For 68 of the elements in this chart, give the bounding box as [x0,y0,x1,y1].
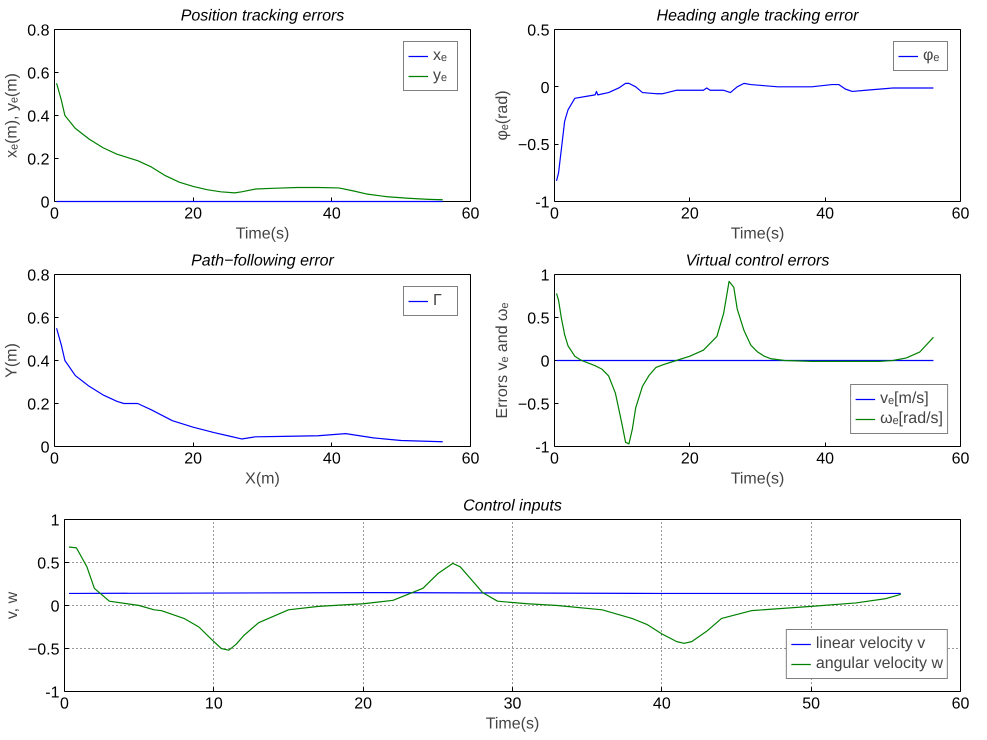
y-tick-label: 0.4 [27,108,50,126]
y-tick-label: -1 [535,194,550,212]
chart-title: Virtual control errors [686,252,830,270]
x-axis-title: Time(s) [730,470,784,488]
y-tick-label: 0.6 [27,310,50,328]
y-tick-label: 0.5 [527,310,550,328]
chart-title: Control inputs [463,498,562,514]
y-tick-label: 0.2 [27,396,50,414]
legend-label: linear velocity v [816,635,926,653]
x-tick-label: 40 [322,450,341,468]
legend-label: ωₑ[rad/s] [880,410,943,428]
x-tick-label: 60 [462,206,480,222]
legend-label: φₑ [923,47,940,65]
chart-title: Position tracking errors [180,8,344,24]
y-axis-title: Errors vₑ and ωₑ [494,302,511,418]
y-tick-label: −0.5 [28,642,60,658]
x-axis-title: Time(s) [236,226,290,242]
chart-title: Path−following error [191,252,335,270]
x-axis-title: Time(s) [486,716,540,732]
y-tick-label: 0.4 [27,354,50,370]
legend-label: Γ [433,292,443,310]
x-tick-label: 20 [184,450,202,468]
line-series [56,82,444,200]
y-tick-label: 0 [50,598,60,616]
x-tick-label: 50 [802,696,820,712]
legend-label: yₑ [433,67,448,85]
y-tick-label: 1 [540,268,550,284]
line-series [556,82,934,182]
y-tick-label: -1 [45,684,60,702]
legend-label: xₑ [433,47,448,65]
y-tick-label: −0.5 [518,396,550,414]
y-axis-title: φₑ(rad) [494,90,511,141]
y-tick-label: 0.5 [37,556,60,572]
x-tick-label: 40 [322,206,341,222]
chart-title: Heading angle tracking error [656,8,860,24]
x-tick-label: 60 [952,696,970,712]
y-tick-label: 0.6 [27,66,50,82]
x-tick-label: 40 [652,696,671,712]
x-tick-label: 20 [184,206,202,222]
y-tick-label: 0 [40,440,50,456]
y-axis-title: v, w [4,591,21,620]
line-series [56,328,444,442]
y-tick-label: 0.8 [27,22,50,40]
legend-label: angular velocity w [816,655,943,673]
x-tick-label: 40 [816,206,834,222]
x-tick-label: 60 [462,450,480,468]
x-tick-label: 20 [354,696,372,712]
y-tick-label: 1 [50,512,60,530]
x-axis-title: Time(s) [730,226,784,242]
y-tick-label: 0 [540,80,550,97]
y-tick-label: -1 [535,440,550,456]
y-tick-label: 0 [40,194,50,212]
y-axis-title: Y(m) [3,343,20,378]
y-tick-label: 0.5 [527,22,550,40]
x-tick-label: 30 [504,696,522,712]
x-tick-label: 60 [952,206,970,222]
x-tick-label: 20 [680,206,699,222]
x-axis-title: X(m) [245,470,280,488]
legend-label: vₑ[m/s] [880,390,929,408]
x-tick-label: 10 [204,696,223,712]
y-axis-title: xₑ(m), yₑ(m) [3,73,20,158]
y-tick-label: 0.2 [27,152,50,168]
y-tick-label: −0.5 [518,137,550,154]
x-tick-label: 20 [680,450,699,468]
y-tick-label: 0 [540,354,550,370]
x-tick-label: 40 [816,450,834,468]
y-tick-label: 0.8 [27,268,50,284]
x-tick-label: 60 [952,450,970,468]
